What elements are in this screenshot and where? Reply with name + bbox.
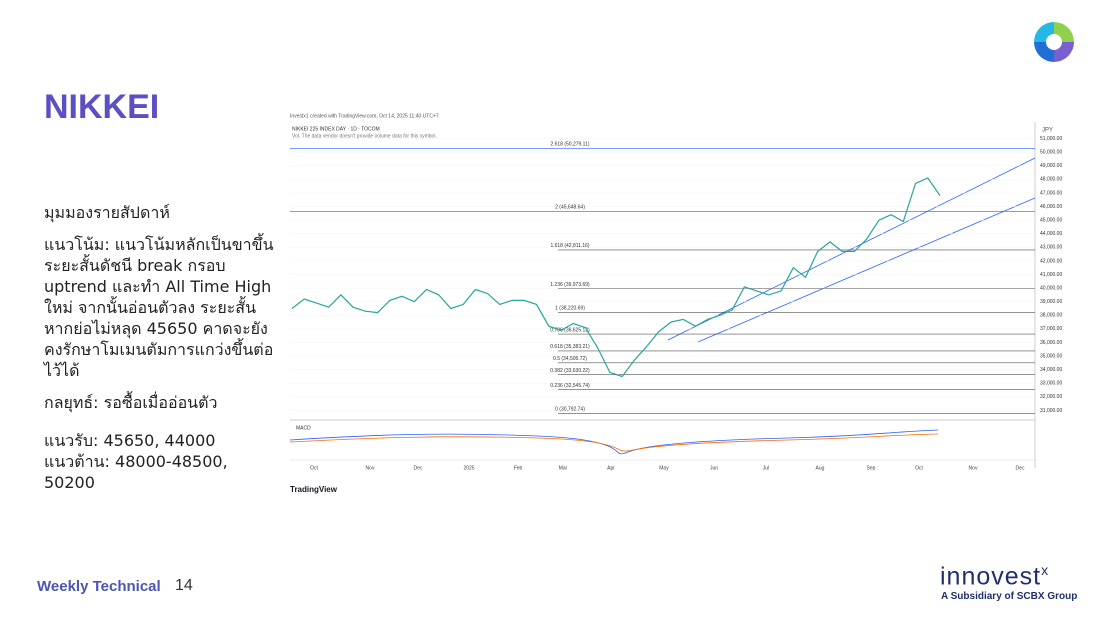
signal-line (289, 433, 939, 452)
y-tick-label: 41,000.00 (1040, 272, 1062, 278)
y-tick-label: 40,000.00 (1040, 285, 1062, 291)
support-text: แนวรับ: 45650, 44000 (44, 431, 216, 450)
y-tick-label: 38,000.00 (1040, 313, 1062, 319)
brand-name: innovest (940, 562, 1042, 591)
channel-lower (697, 197, 1036, 343)
trend-text: แนวโน้ม: แนวโน้มหลักเป็นขาขึ้น ระยะสั้นด… (44, 235, 274, 380)
x-tick-label: May (659, 465, 669, 471)
currency: JPY (1042, 128, 1053, 134)
x-tick-label: Oct (310, 465, 318, 471)
y-tick-label: 31,000.00 (1040, 408, 1062, 414)
x-tick-label: Dec (1016, 465, 1025, 471)
macd-label: MACD (296, 425, 311, 431)
fib-label: 0 (30,792.74) (555, 407, 585, 413)
y-tick-label: 32,000.00 (1040, 394, 1062, 400)
page-number: 14 (175, 577, 193, 594)
price-line (291, 177, 941, 378)
y-tick-label: 35,000.00 (1040, 353, 1062, 359)
title: NIKKEI (44, 88, 160, 126)
macd-line (289, 429, 939, 455)
symbol: NIKKEI 225 INDEX DAY · 1D · TOCOM (292, 126, 380, 132)
brand: innovestx (940, 562, 1049, 591)
y-tick-label: 42,000.00 (1040, 258, 1062, 264)
heading: มุมมองรายสัปดาห์ (44, 203, 170, 222)
x-tick-label: Apr (607, 465, 615, 471)
x-tick-label: Dec (414, 465, 423, 471)
chart-bg (288, 110, 1072, 500)
fib-label: 1.236 (39,973.69) (550, 282, 590, 288)
x-tick-label: Aug (816, 465, 825, 471)
y-tick-label: 49,000.00 (1040, 163, 1062, 169)
attribution: Investx1 created with TradingView.com, O… (290, 113, 439, 119)
x-tick-label: Mar (559, 465, 568, 471)
resistance-text: แนวต้าน: 48000-48500, 50200 (44, 452, 228, 492)
tagline: A Subsidiary of SCBX Group (941, 591, 1078, 602)
fib-label: 0.618 (35,383.21) (550, 344, 590, 350)
x-tick-label: Jun (710, 465, 718, 471)
fib-label: 0.236 (32,545.74) (550, 383, 590, 389)
x-tick-label: Nov (366, 465, 375, 471)
y-tick-label: 48,000.00 (1040, 177, 1062, 183)
fib-label: 1.618 (42,811.16) (550, 243, 589, 249)
y-tick-label: 50,000.00 (1040, 150, 1062, 156)
chart: Investx1 created with TradingView.com, O… (288, 110, 1072, 500)
strategy-text: กลยุทธ์: รอซื้อเมื่ออ่อนตัว (44, 393, 218, 412)
channel-upper (667, 157, 1036, 341)
brand-logo: TradingView (290, 485, 338, 494)
y-tick-label: 39,000.00 (1040, 299, 1062, 305)
y-tick-label: 43,000.00 (1040, 245, 1062, 251)
y-tick-label: 36,000.00 (1040, 340, 1062, 346)
y-tick-label: 44,000.00 (1040, 231, 1062, 237)
y-tick-label: 34,000.00 (1040, 367, 1062, 373)
fib-label: 0.5 (34,506.72) (553, 356, 587, 362)
fib-label: 1 (38,220.69) (555, 306, 585, 312)
y-tick-label: 51,000.00 (1040, 136, 1062, 142)
y-tick-label: 45,000.00 (1040, 217, 1062, 223)
y-tick-label: 37,000.00 (1040, 326, 1062, 332)
x-tick-label: Oct (915, 465, 923, 471)
y-tick-label: 47,000.00 (1040, 190, 1062, 196)
y-tick-label: 46,000.00 (1040, 204, 1062, 210)
logo-icon (1034, 22, 1074, 62)
x-tick-label: Nov (969, 465, 978, 471)
fib-label: 2.618 (50,279.11) (550, 142, 589, 148)
fib-label: 2 (45,648.64) (555, 205, 585, 211)
x-tick-label: Sep (867, 465, 876, 471)
volume-note: Vol. The data vendor doesn't provide vol… (292, 133, 437, 139)
x-tick-label: Feb (514, 465, 523, 471)
fib-label: 0.786 (36,625.12) (550, 327, 590, 333)
brand-sup: x (1041, 562, 1050, 578)
x-tick-label: Jul (763, 465, 769, 471)
y-tick-label: 33,000.00 (1040, 381, 1062, 387)
fib-label: 0.382 (33,630.22) (550, 368, 590, 374)
x-tick-label: 2025 (463, 465, 474, 471)
footer-section: Weekly Technical (37, 578, 161, 595)
